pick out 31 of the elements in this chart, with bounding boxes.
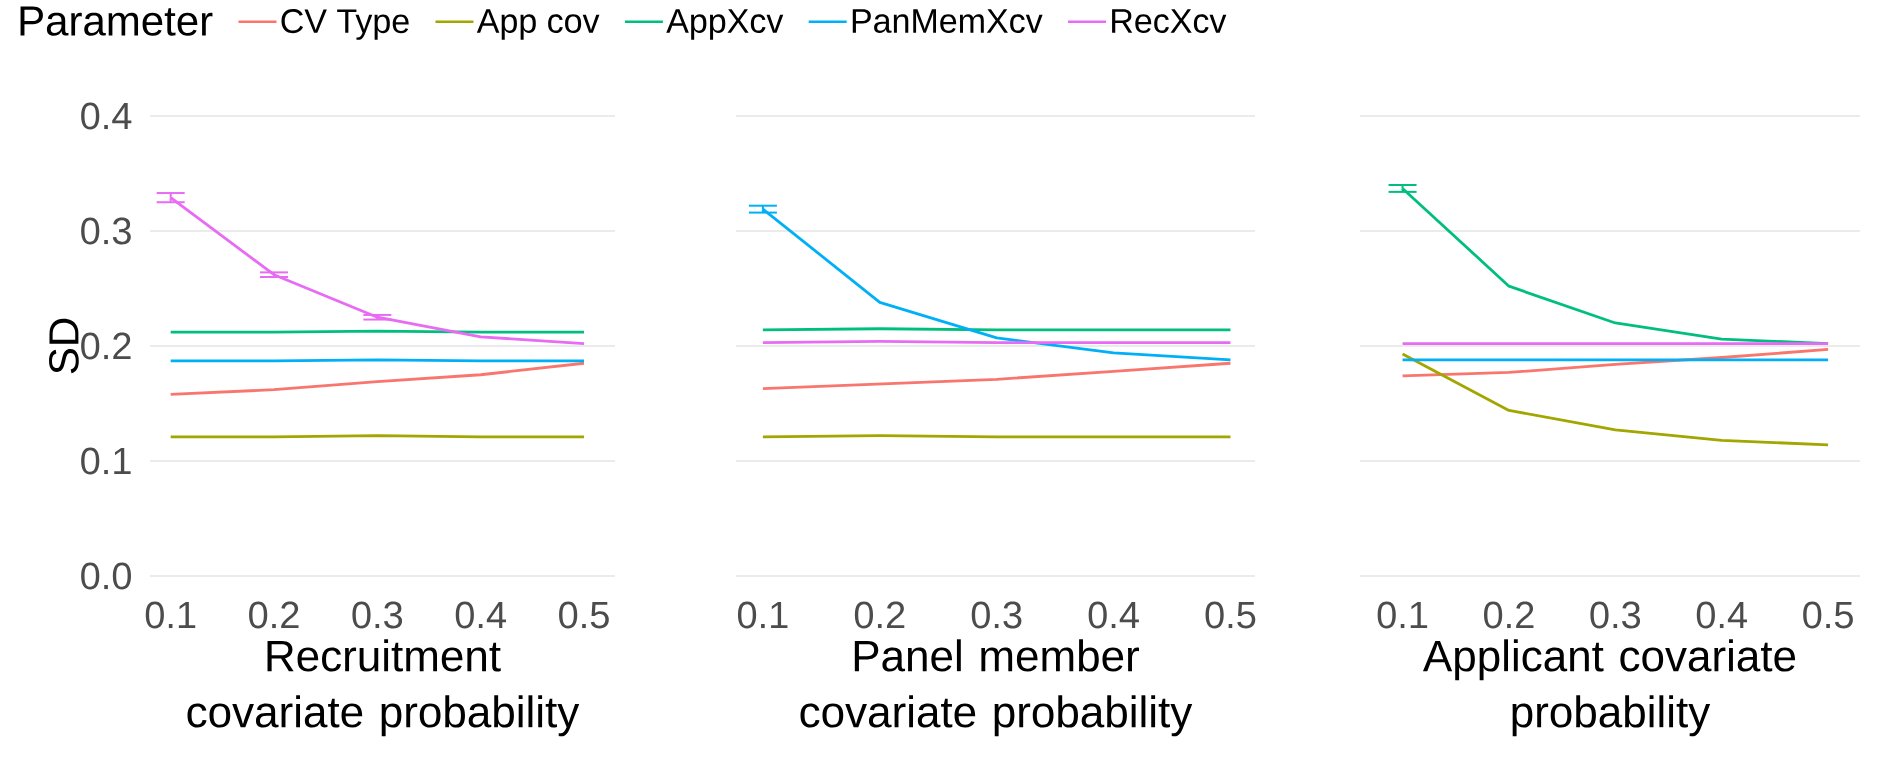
x-tick-label: 0.2: [1484, 601, 1534, 629]
x-tick-label: 0.1: [1377, 601, 1428, 629]
x-tick-label: 0.1: [737, 601, 788, 629]
x-axis-title: Recruitment covariate probability: [187, 639, 580, 737]
x-tick-label: 0.3: [352, 601, 403, 629]
legend-label: CV Type: [281, 9, 409, 40]
y-tick-label: 0.3: [81, 217, 131, 245]
legend-label: PanMemXcv: [852, 9, 1043, 33]
x-tick-label: 0.4: [455, 601, 506, 629]
x-tick-label: 0.5: [1205, 601, 1256, 629]
y-tick-label: 0.1: [81, 447, 131, 475]
y-tick-label: 0.2: [81, 332, 131, 360]
x-tick-label: 0.2: [249, 601, 299, 629]
x-tick-label: 0.4: [1696, 601, 1748, 629]
y-tick-label: 0.4: [81, 102, 132, 130]
legend-label: AppXcv: [666, 9, 784, 40]
legend-label: RecXcv: [1112, 9, 1227, 33]
legend-label: App cov: [476, 9, 600, 40]
x-tick-label: 0.1: [145, 601, 196, 629]
legend-title: Parameter: [20, 6, 213, 36]
x-tick-label: 0.2: [854, 601, 905, 629]
x-tick-label: 0.3: [1590, 601, 1641, 629]
x-tick-label: 0.3: [971, 601, 1022, 629]
y-axis-title: SD: [49, 318, 79, 374]
x-tick-label: 0.5: [1803, 601, 1853, 629]
line-series: [169, 361, 586, 396]
x-axis-title: Panel member covariate probability: [800, 639, 1193, 737]
y-tick-label: 0.0: [81, 562, 131, 590]
x-axis-title: Applicant covariate probability: [1422, 639, 1796, 737]
x-tick-label: 0.5: [559, 601, 609, 629]
x-tick-label: 0.4: [1088, 601, 1139, 629]
